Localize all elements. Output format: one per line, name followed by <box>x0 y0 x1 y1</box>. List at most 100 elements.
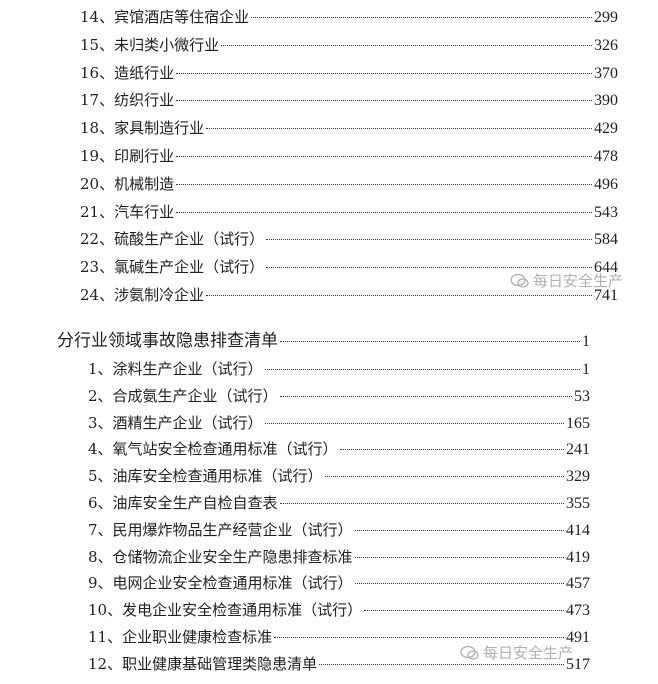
dot-leader <box>354 556 564 558</box>
toc-entry-title: 1、涂料生产企业（试行） <box>88 360 263 378</box>
toc-entry-page: 355 <box>566 495 590 512</box>
dot-leader <box>324 476 564 478</box>
toc-entry-page: 478 <box>594 148 618 165</box>
dot-leader <box>354 529 564 531</box>
toc-entry[interactable]: 10、发电企业安全检查通用标准（试行） 473 <box>88 600 590 620</box>
toc-entry[interactable]: 12、职业健康基础管理类隐患清单 517 <box>88 654 590 674</box>
dot-leader <box>176 72 592 74</box>
wechat-icon <box>460 645 479 660</box>
toc-entry-page: 644 <box>594 259 618 277</box>
watermark-text: 每日安全生产 <box>483 644 574 662</box>
toc-entry[interactable]: 8、仓储物流企业安全生产隐患排查标准 419 <box>88 547 590 567</box>
toc-entry-page: 496 <box>594 175 618 193</box>
dot-leader <box>264 422 564 424</box>
watermark: 每日安全生产 <box>510 270 623 291</box>
toc-entry-page: 390 <box>594 92 618 110</box>
toc-entry[interactable]: 24、涉氨制冷企业 741 <box>80 285 618 305</box>
toc-entry[interactable]: 21、汽车行业 543 <box>80 202 618 222</box>
dot-leader <box>279 503 564 504</box>
toc-entry[interactable]: 19、印刷行业 478 <box>80 146 618 166</box>
toc-entry-page: 491 <box>566 629 590 646</box>
toc-entry-title: 16、造纸行业 <box>80 63 175 82</box>
toc-entry-page: 517 <box>566 655 590 673</box>
toc-entry-title: 23、氯碱生产企业（试行） <box>80 258 265 277</box>
toc-entry-title: 20、机械制造 <box>80 174 175 193</box>
toc-entry-page: 299 <box>594 9 618 26</box>
dot-leader <box>354 583 564 585</box>
toc-entry[interactable]: 18、家具制造行业 429 <box>80 118 618 138</box>
toc-entry[interactable]: 5、油库安全检查通用标准（试行） 329 <box>88 466 590 486</box>
dot-leader <box>176 211 592 213</box>
toc-entry-title: 2、合成氨生产企业（试行） <box>88 386 278 405</box>
dot-leader <box>176 100 592 102</box>
toc-entry-page: 584 <box>594 231 618 249</box>
toc-entry-title: 14、宾馆酒店等住宿企业 <box>80 8 250 26</box>
toc-entry-page: 414 <box>566 521 590 539</box>
dot-leader <box>221 44 592 46</box>
toc-entry[interactable]: 3、酒精生产企业（试行） 165 <box>88 413 590 433</box>
toc-entry[interactable]: 22、硫酸生产企业（试行） 584 <box>80 229 618 249</box>
toc-entry[interactable]: 20、机械制造 496 <box>80 174 618 194</box>
dot-leader <box>176 183 592 185</box>
toc-entry[interactable]: 分行业领域事故隐患排查清单 1 <box>57 331 590 351</box>
toc-entry-page: 370 <box>594 64 618 82</box>
toc-entry-title: 分行业领域事故隐患排查清单 <box>57 331 278 351</box>
wechat-icon <box>510 273 529 288</box>
toc-entry[interactable]: 2、合成氨生产企业（试行） 53 <box>88 386 590 406</box>
dot-leader <box>251 17 592 18</box>
dot-leader <box>280 341 580 342</box>
dot-leader <box>364 610 564 612</box>
toc-entry-title: 9、电网企业安全检查通用标准（试行） <box>88 574 353 593</box>
dot-leader <box>206 128 592 130</box>
dot-leader <box>266 239 592 241</box>
toc-entry-title: 10、发电企业安全检查通用标准（试行） <box>88 601 363 620</box>
toc-entry-page: 241 <box>566 441 590 459</box>
dot-leader <box>339 449 564 451</box>
toc-entry[interactable]: 11、企业职业健康检查标准 491 <box>88 627 590 647</box>
dot-leader <box>206 295 592 296</box>
toc-entry[interactable]: 15、未归类小微行业 326 <box>80 35 618 55</box>
toc-entry-page: 429 <box>594 120 618 138</box>
toc-entry[interactable]: 17、纺织行业 390 <box>80 90 618 110</box>
dot-leader <box>319 663 564 665</box>
dot-leader <box>176 156 592 157</box>
toc-entry[interactable]: 1、涂料生产企业（试行） 1 <box>88 359 590 379</box>
toc-entry-page: 419 <box>566 548 590 566</box>
dot-leader <box>279 395 572 397</box>
toc-entry[interactable]: 23、氯碱生产企业（试行） 644 <box>80 257 618 277</box>
watermark-text: 每日安全生产 <box>533 272 624 290</box>
toc-entry-title: 24、涉氨制冷企业 <box>80 286 205 304</box>
toc-entry-page: 473 <box>566 602 590 620</box>
toc-entry-title: 18、家具制造行业 <box>80 119 205 138</box>
toc-entry-title: 12、职业健康基础管理类隐患清单 <box>88 654 318 673</box>
toc-entry-title: 5、油库安全检查通用标准（试行） <box>88 467 323 486</box>
toc-entry[interactable]: 7、民用爆炸物品生产经营企业（试行） 414 <box>88 520 590 540</box>
toc-entry-title: 7、民用爆炸物品生产经营企业（试行） <box>88 520 353 539</box>
toc-entry-page: 1 <box>582 361 590 378</box>
toc-entry-title: 22、硫酸生产企业（试行） <box>80 230 265 249</box>
toc-entry-title: 6、油库安全生产自检自查表 <box>88 494 278 512</box>
toc-entry-page: 457 <box>566 575 590 593</box>
toc-entry-title: 19、印刷行业 <box>80 147 175 165</box>
toc-entry-title: 8、仓储物流企业安全生产隐患排查标准 <box>88 547 353 566</box>
toc-entry[interactable]: 4、氧气站安全检查通用标准（试行） 241 <box>88 439 590 459</box>
toc-entry-title: 17、纺织行业 <box>80 91 175 110</box>
toc-entry[interactable]: 6、油库安全生产自检自查表 355 <box>88 493 590 513</box>
toc-entry[interactable]: 16、造纸行业 370 <box>80 63 618 83</box>
toc-entry-page: 329 <box>566 468 590 486</box>
dot-leader <box>264 369 580 370</box>
toc-entry-title: 15、未归类小微行业 <box>80 35 220 54</box>
watermark: 每日安全生产 <box>460 642 573 663</box>
dot-leader <box>266 267 592 269</box>
dot-leader <box>274 637 564 638</box>
toc-entry-page: 543 <box>594 203 618 221</box>
toc-entry-title: 11、企业职业健康检查标准 <box>88 628 273 646</box>
toc-entry-page: 1 <box>582 333 590 350</box>
toc-entry[interactable]: 14、宾馆酒店等住宿企业 299 <box>80 7 618 27</box>
toc-entry[interactable]: 9、电网企业安全检查通用标准（试行） 457 <box>88 573 590 593</box>
toc-entry-title: 4、氧气站安全检查通用标准（试行） <box>88 440 338 459</box>
toc-entry-title: 21、汽车行业 <box>80 202 175 221</box>
toc-entry-title: 3、酒精生产企业（试行） <box>88 413 263 432</box>
toc-entry-page: 326 <box>594 36 618 54</box>
toc-entry-page: 53 <box>574 387 590 405</box>
